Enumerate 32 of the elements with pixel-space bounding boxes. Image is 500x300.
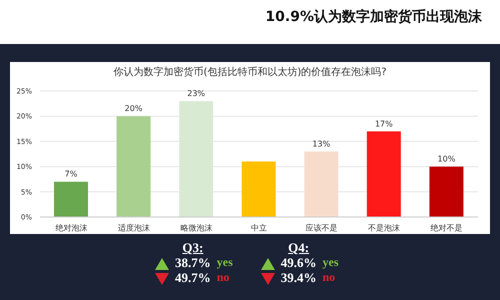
text: Q4:	[288, 240, 310, 255]
bar	[242, 162, 276, 217]
bar	[116, 116, 151, 217]
x-tick-label: 绝对泡沫	[55, 224, 88, 233]
text: yes	[322, 255, 338, 270]
text: yes	[216, 255, 233, 270]
text: no	[216, 270, 230, 285]
text: no	[322, 270, 336, 285]
text: Q3:	[182, 240, 204, 255]
x-tick-label: 中立	[251, 224, 267, 233]
bar	[179, 101, 214, 217]
chart-title: 10.9%认为数字加密货币出现泡沫	[265, 8, 482, 26]
x-tick-label: 适度泡沫	[118, 224, 150, 233]
bar	[366, 131, 401, 217]
text: 49.7%	[175, 270, 211, 285]
x-tick-label: 略微泡沫	[180, 224, 212, 233]
text: 49.6%	[280, 255, 316, 270]
x-tick-label: 应该不是	[306, 224, 338, 233]
bar	[304, 151, 338, 217]
data-label: 20%	[124, 104, 143, 114]
bar	[429, 166, 464, 217]
bar	[54, 182, 88, 217]
data-label: 7%	[64, 170, 78, 179]
text: 38.7%	[175, 255, 211, 270]
data-label: 23%	[187, 89, 206, 98]
chart-subtitle: 你认为数字加密货币(包括比特币和以太坊)的价值存在泡沫吗?	[112, 66, 388, 79]
x-tick-label: 不是泡沫	[368, 224, 400, 233]
data-label: 17%	[374, 119, 394, 128]
text: 39.4%	[280, 270, 316, 285]
x-tick-label: 绝对不是	[430, 224, 463, 233]
data-label: 10%	[438, 154, 456, 164]
data-label: 13%	[312, 139, 331, 148]
